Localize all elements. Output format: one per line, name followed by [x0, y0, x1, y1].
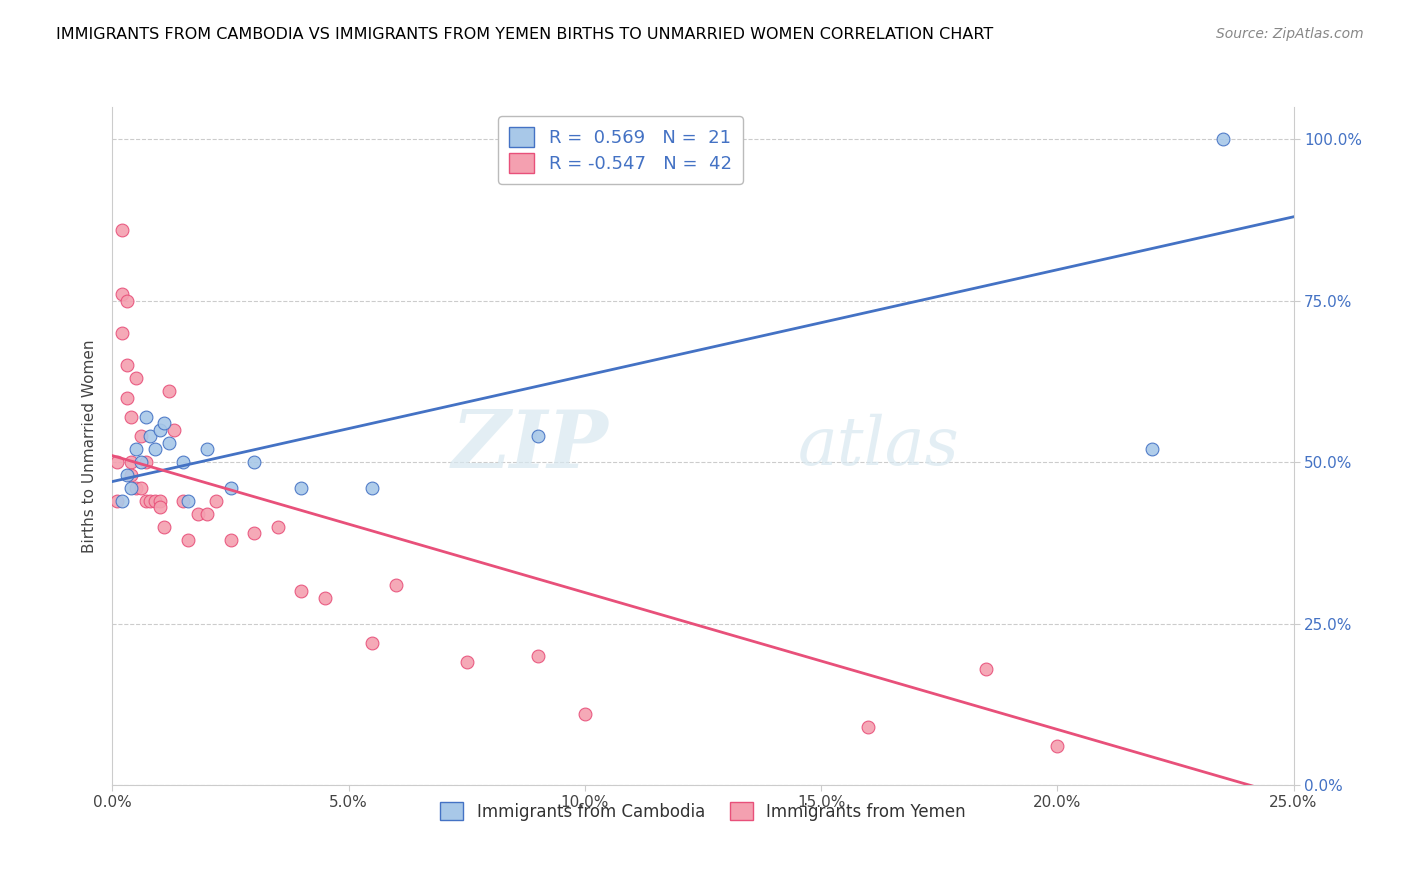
Point	[120, 455, 142, 469]
Point	[115, 293, 138, 308]
Point	[243, 455, 266, 469]
Legend: R =  0.569   N =  21, R = -0.547   N =  42: R = 0.569 N = 21, R = -0.547 N = 42	[498, 116, 742, 184]
Point	[1046, 739, 1069, 754]
Point	[115, 359, 138, 373]
Point	[177, 533, 200, 547]
Text: ZIP: ZIP	[451, 408, 609, 484]
Point	[125, 481, 148, 495]
Point	[111, 494, 134, 508]
Point	[267, 519, 290, 533]
Point	[361, 636, 384, 650]
Point	[115, 468, 138, 483]
Point	[361, 481, 384, 495]
Point	[177, 494, 200, 508]
Y-axis label: Births to Unmarried Women: Births to Unmarried Women	[82, 339, 97, 553]
Point	[157, 384, 180, 398]
Point	[163, 423, 186, 437]
Point	[574, 706, 596, 721]
Point	[186, 507, 208, 521]
Point	[105, 494, 128, 508]
Point	[526, 429, 548, 443]
Point	[143, 494, 166, 508]
Text: Source: ZipAtlas.com: Source: ZipAtlas.com	[1216, 27, 1364, 41]
Point	[195, 507, 218, 521]
Point	[135, 409, 157, 424]
Point	[243, 526, 266, 541]
Text: IMMIGRANTS FROM CAMBODIA VS IMMIGRANTS FROM YEMEN BIRTHS TO UNMARRIED WOMEN CORR: IMMIGRANTS FROM CAMBODIA VS IMMIGRANTS F…	[56, 27, 994, 42]
Point	[111, 326, 134, 340]
Point	[129, 455, 152, 469]
Point	[526, 648, 548, 663]
Point	[139, 429, 162, 443]
Point	[456, 655, 478, 669]
Point	[205, 494, 228, 508]
Point	[385, 578, 408, 592]
Point	[290, 481, 312, 495]
Point	[111, 223, 134, 237]
Point	[120, 468, 142, 483]
Point	[1212, 132, 1234, 146]
Point	[858, 720, 880, 734]
Point	[125, 371, 148, 385]
Point	[1140, 442, 1163, 457]
Point	[172, 455, 194, 469]
Point	[153, 519, 176, 533]
Point	[314, 591, 336, 605]
Point	[129, 429, 152, 443]
Point	[157, 435, 180, 450]
Point	[129, 481, 152, 495]
Point	[219, 533, 242, 547]
Point	[120, 481, 142, 495]
Point	[976, 662, 998, 676]
Point	[111, 287, 134, 301]
Point	[139, 494, 162, 508]
Point	[149, 494, 172, 508]
Point	[105, 455, 128, 469]
Point	[143, 442, 166, 457]
Point	[115, 391, 138, 405]
Point	[135, 455, 157, 469]
Point	[135, 494, 157, 508]
Point	[219, 481, 242, 495]
Point	[149, 500, 172, 515]
Text: atlas: atlas	[797, 413, 959, 479]
Point	[153, 417, 176, 431]
Point	[195, 442, 218, 457]
Point	[120, 409, 142, 424]
Point	[290, 584, 312, 599]
Point	[125, 442, 148, 457]
Point	[149, 423, 172, 437]
Point	[172, 494, 194, 508]
